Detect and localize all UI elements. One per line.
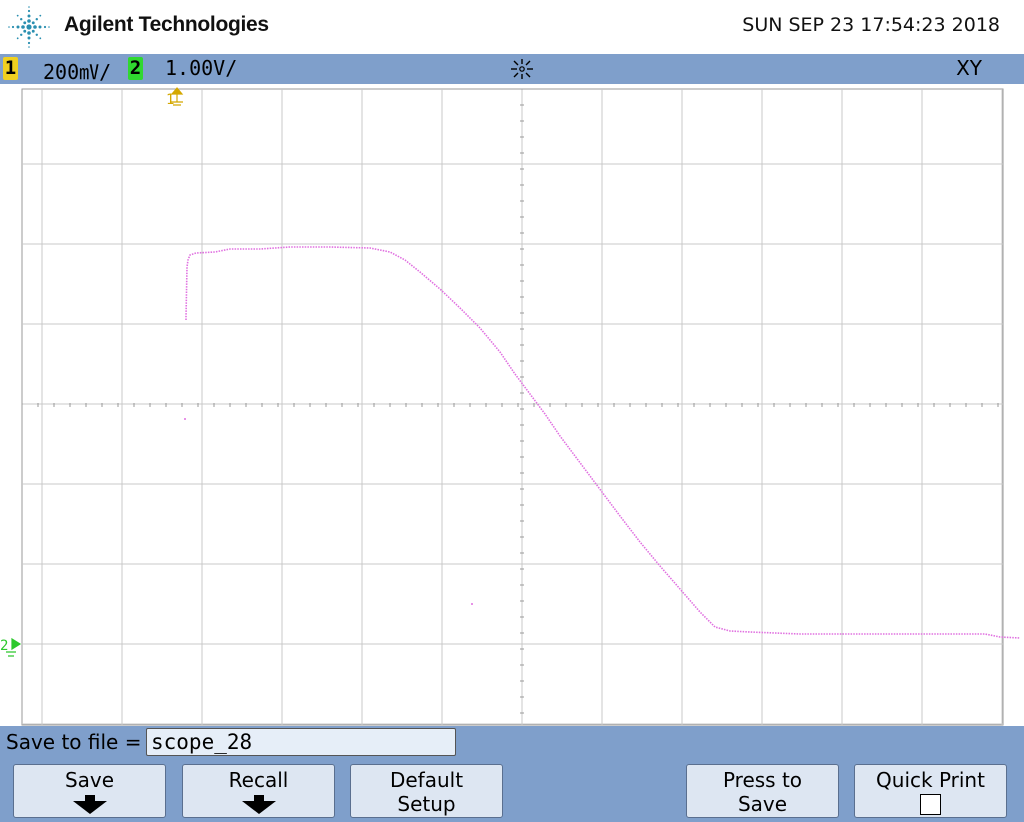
channel-2-indicator[interactable]: 2	[128, 57, 143, 80]
softkey-bar: Save Recall Default Setup Press to Save …	[0, 759, 1024, 822]
channel-1-ground-marker: 1	[166, 92, 174, 108]
acquisition-sparkle-icon	[511, 59, 533, 79]
brand-name: Agilent Technologies	[64, 13, 269, 36]
xy-trace	[185, 246, 1021, 639]
recall-softkey-label: Recall	[228, 768, 289, 792]
default-setup-line1: Default	[389, 768, 464, 792]
down-arrow-icon	[84, 795, 95, 801]
agilent-spark-logo-icon	[8, 6, 50, 48]
graticule: 12	[0, 87, 1021, 726]
press-to-save-softkey[interactable]: Press to Save	[686, 764, 839, 818]
filename-field[interactable]: scope_28	[146, 728, 456, 756]
date-time: SUN SEP 23 17:54:23 2018	[742, 14, 1000, 36]
quick-print-checkbox[interactable]	[920, 794, 941, 815]
header-bar: Agilent Technologies SUN SEP 23 17:54:23…	[0, 0, 1024, 54]
channel-1-indicator[interactable]: 1	[3, 57, 18, 80]
trace-dot	[184, 418, 186, 420]
channel-2-scale: 1.00V/	[165, 56, 238, 80]
channel-2-ground-icon	[6, 637, 22, 657]
graticule-border	[21, 88, 1004, 726]
recall-softkey[interactable]: Recall	[182, 764, 335, 818]
channel-2-ground-marker: 2	[0, 638, 8, 654]
display-mode: XY	[956, 56, 982, 80]
trace-dot	[471, 603, 473, 605]
down-arrow-head-icon	[241, 801, 276, 814]
default-setup-line2: Setup	[397, 792, 456, 816]
save-to-file-label: Save to file =	[6, 730, 142, 754]
press-to-save-line2: Save	[737, 792, 788, 816]
quick-print-label: Quick Print	[876, 768, 985, 792]
default-setup-softkey[interactable]: Default Setup	[350, 764, 503, 818]
quick-print-softkey[interactable]: Quick Print	[854, 764, 1007, 818]
press-to-save-line1: Press to	[722, 768, 803, 792]
channel-1-ground-icon	[170, 87, 184, 106]
down-arrow-head-icon	[72, 801, 107, 814]
status-bar: 1 200㎷/ 2 1.00V/ XY	[0, 54, 1024, 84]
file-bar: Save to file = scope_28	[0, 726, 1024, 759]
channel-1-scale: 200㎷/	[43, 60, 112, 84]
save-softkey-label: Save	[64, 768, 115, 792]
down-arrow-icon	[253, 795, 264, 801]
save-softkey[interactable]: Save	[13, 764, 166, 818]
